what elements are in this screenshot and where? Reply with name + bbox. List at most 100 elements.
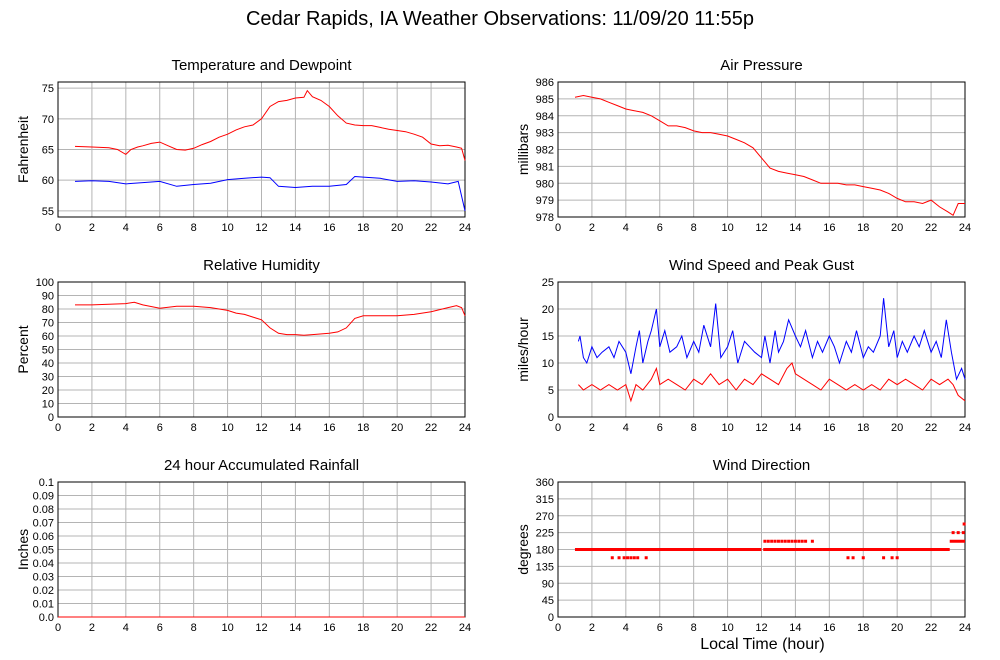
rh-xtick-label: 20 bbox=[391, 422, 403, 434]
dir-direction-point bbox=[783, 539, 787, 543]
dir-xtick-label: 16 bbox=[823, 622, 835, 634]
rh-frame bbox=[57, 281, 466, 418]
press-xtick-label: 0 bbox=[555, 222, 561, 234]
rain-ytick-label: 0.1 bbox=[39, 477, 54, 489]
wind-xtick-label: 8 bbox=[691, 422, 697, 434]
rain-ytick-label: 0.02 bbox=[33, 585, 54, 597]
dir-direction-point bbox=[763, 539, 767, 543]
rain-ytick-label: 0.09 bbox=[33, 491, 54, 503]
temp-ytick-label: 70 bbox=[42, 114, 54, 126]
dir-direction-point bbox=[962, 522, 966, 526]
temp-series-line-0 bbox=[74, 89, 466, 161]
dir-direction-point bbox=[882, 556, 886, 560]
press-xtick-label: 16 bbox=[823, 222, 835, 234]
temp-xtick-label: 22 bbox=[425, 222, 437, 234]
wind-ylabel: miles/hour bbox=[515, 317, 531, 382]
temp-frame bbox=[57, 81, 466, 218]
rain-ytick-label: 0.05 bbox=[33, 545, 54, 557]
dir-direction-point bbox=[804, 539, 808, 543]
rain-ytick-label: 0.06 bbox=[33, 531, 54, 543]
rain-xtick-label: 2 bbox=[89, 622, 95, 634]
temp-ytick-label: 75 bbox=[42, 83, 54, 95]
rain-ytick-label: 0.08 bbox=[33, 504, 54, 516]
rh-panel: 0 2 4 6 8 10 12 14 16 18 20 22 240102030405060708090… bbox=[15, 257, 471, 434]
press-xtick-label: 18 bbox=[857, 222, 869, 234]
press-ylabel: millibars bbox=[515, 124, 531, 175]
rh-title: Relative Humidity bbox=[203, 257, 320, 274]
dir-xtick-label: 10 bbox=[721, 622, 733, 634]
wind-xtick-label: 6 bbox=[657, 422, 663, 434]
dir-xtick-label: 22 bbox=[925, 622, 937, 634]
dir-ytick-label: 270 bbox=[536, 511, 554, 523]
rh-ytick-label: 70 bbox=[42, 318, 54, 330]
temp-xtick-label: 20 bbox=[391, 222, 403, 234]
press-ytick-label: 984 bbox=[536, 111, 554, 123]
press-xtick-label: 20 bbox=[891, 222, 903, 234]
press-xtick-label: 6 bbox=[657, 222, 663, 234]
temp-xtick-label: 2 bbox=[89, 222, 95, 234]
rh-xtick-label: 10 bbox=[221, 422, 233, 434]
rh-ytick-label: 100 bbox=[36, 277, 54, 289]
rh-xtick-label: 12 bbox=[255, 422, 267, 434]
rh-xtick-label: 4 bbox=[123, 422, 129, 434]
rain-ylabel: Inches bbox=[15, 529, 31, 570]
wind-xtick-label: 18 bbox=[857, 422, 869, 434]
wind-series-line-0 bbox=[577, 298, 966, 381]
temp-ytick-label: 55 bbox=[42, 206, 54, 218]
dir-direction-point bbox=[773, 539, 777, 543]
wind-xtick-label: 4 bbox=[623, 422, 629, 434]
dir-ytick-label: 225 bbox=[536, 528, 554, 540]
press-ytick-label: 980 bbox=[536, 178, 554, 190]
wind-ytick-label: 25 bbox=[542, 277, 554, 289]
dir-xtick-label: 24 bbox=[959, 622, 971, 634]
rain-title: 24 hour Accumulated Rainfall bbox=[164, 457, 359, 474]
dir-direction-point bbox=[617, 556, 621, 560]
rh-xtick-label: 8 bbox=[191, 422, 197, 434]
dir-xtick-label: 12 bbox=[755, 622, 767, 634]
dir-direction-point bbox=[622, 556, 626, 560]
dir-direction-point bbox=[629, 556, 633, 560]
dir-direction-point bbox=[626, 556, 630, 560]
temp-xtick-label: 8 bbox=[191, 222, 197, 234]
dir-xtick-label: 14 bbox=[789, 622, 801, 634]
press-ytick-label: 979 bbox=[536, 195, 554, 207]
dir-panel: 0 2 4 6 8 10 12 14 16 18 20 22 240459013518022527031… bbox=[515, 457, 971, 634]
press-xtick-label: 2 bbox=[589, 222, 595, 234]
dir-xtick-label: 4 bbox=[623, 622, 629, 634]
rh-xtick-label: 22 bbox=[425, 422, 437, 434]
rain-xtick-label: 4 bbox=[123, 622, 129, 634]
dir-ytick-label: 0 bbox=[548, 612, 554, 624]
rain-xtick-label: 22 bbox=[425, 622, 437, 634]
press-title: Air Pressure bbox=[720, 57, 803, 74]
rain-xtick-label: 8 bbox=[191, 622, 197, 634]
temp-xtick-label: 6 bbox=[157, 222, 163, 234]
wind-xtick-label: 20 bbox=[891, 422, 903, 434]
rh-xtick-label: 24 bbox=[459, 422, 471, 434]
dir-xtick-label: 0 bbox=[555, 622, 561, 634]
wind-xtick-label: 22 bbox=[925, 422, 937, 434]
wind-xtick-label: 2 bbox=[589, 422, 595, 434]
press-panel: 0 2 4 6 8 10 12 14 16 18 20 22 249789799809819829839… bbox=[515, 57, 971, 234]
dir-direction-point bbox=[846, 556, 850, 560]
dir-direction-point bbox=[800, 539, 804, 543]
rh-xtick-label: 2 bbox=[89, 422, 95, 434]
rh-xtick-label: 0 bbox=[55, 422, 61, 434]
temp-xtick-label: 16 bbox=[323, 222, 335, 234]
wind-xtick-label: 16 bbox=[823, 422, 835, 434]
temp-title: Temperature and Dewpoint bbox=[171, 57, 352, 74]
dir-direction-point bbox=[951, 531, 955, 535]
dir-ylabel: degrees bbox=[515, 524, 531, 575]
wind-xtick-label: 10 bbox=[721, 422, 733, 434]
wind-series-line-1 bbox=[578, 362, 966, 403]
temp-xtick-label: 12 bbox=[255, 222, 267, 234]
dir-xtick-label: 2 bbox=[589, 622, 595, 634]
dir-direction-point bbox=[795, 548, 799, 551]
rain-ytick-label: 0.01 bbox=[33, 599, 54, 611]
dir-direction-point bbox=[810, 539, 814, 543]
wind-xtick-label: 14 bbox=[789, 422, 801, 434]
rain-ytick-label: 0.07 bbox=[33, 518, 54, 530]
dir-direction-point bbox=[776, 539, 780, 543]
